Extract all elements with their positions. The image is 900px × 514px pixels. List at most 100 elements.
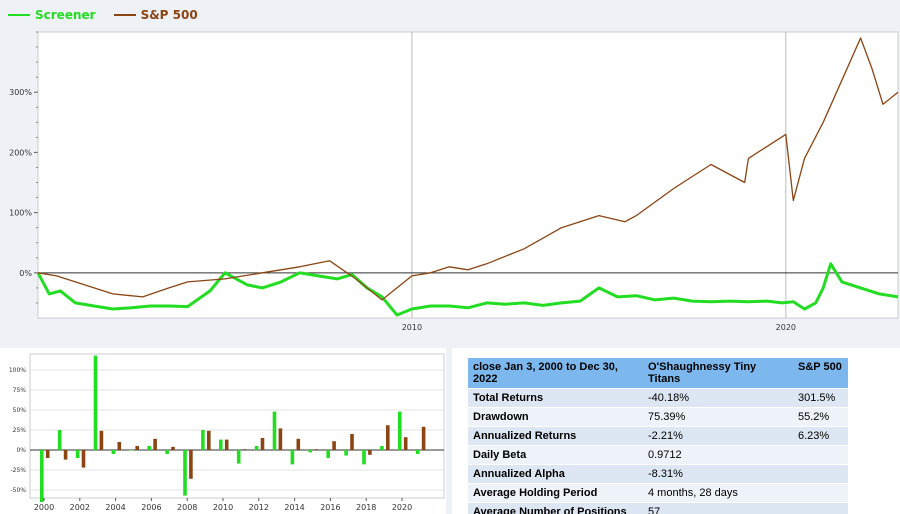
bar-x-tick-label-8: 2016: [320, 503, 340, 512]
bar-y-tick-label-0: 100%: [9, 367, 26, 374]
bar-sp500-2016: [332, 441, 336, 450]
bar-y-tick-label-2: 50%: [13, 407, 27, 414]
bar-sp500-2013: [278, 428, 283, 450]
bar-sp500-2020: [403, 437, 408, 450]
bar-screener-2020: [398, 411, 402, 450]
series-line-sp500: [37, 37, 899, 301]
stats-header-period: close Jan 3, 2000 to Dec 30, 2022: [468, 358, 643, 389]
bar-y-tick-label-4: 0%: [16, 447, 26, 454]
bar-screener-2012: [254, 446, 259, 450]
stats-cell-screener: -8.31%: [643, 464, 793, 484]
bar-screener-2014: [290, 450, 295, 465]
y-tick-label-2: 200%: [9, 148, 32, 157]
x-tick-label-1: 2020: [776, 323, 796, 332]
bar-x-tick-label-1: 2002: [70, 503, 90, 512]
bar-sp500-2012: [260, 438, 265, 450]
stats-cell-label: Average Holding Period: [468, 483, 643, 503]
bar-sp500-2007: [171, 446, 175, 450]
bar-screener-2018: [362, 450, 366, 465]
bar-sp500-2001: [63, 450, 68, 460]
bar-sp500-2009: [207, 430, 211, 450]
stats-header-screener: O'Shaughnessy Tiny Titans: [643, 358, 793, 389]
bar-screener-2010: [219, 439, 223, 450]
stats-header-row: close Jan 3, 2000 to Dec 30, 2022 O'Shau…: [468, 358, 848, 389]
legend-item-sp500[interactable]: S&P 500: [113, 8, 198, 22]
stats-row: Annualized Returns -2.21% 6.23%: [468, 426, 848, 446]
bar-screener-2021: [415, 450, 420, 454]
stats-cell-sp: 6.23%: [793, 426, 848, 446]
y-tick-label-1: 100%: [9, 209, 32, 218]
bar-sp500-2005: [135, 446, 139, 450]
stats-row: Daily Beta 0.9712: [468, 445, 848, 465]
bar-screener-2004: [111, 450, 116, 454]
stats-cell-screener: -40.18%: [643, 388, 793, 408]
legend-swatch-screener: [8, 14, 30, 16]
legend-label-screener: Screener: [35, 8, 96, 22]
stats-cell-label: Annualized Alpha: [468, 464, 643, 484]
stats-cell-sp: 55.2%: [793, 407, 848, 427]
legend-label-sp500: S&P 500: [140, 8, 198, 22]
bar-screener-2011: [236, 450, 241, 464]
stats-row: Annualized Alpha -8.31%: [468, 464, 848, 484]
bar-screener-2019: [380, 446, 384, 450]
chart-legend: Screener S&P 500: [0, 0, 900, 30]
stats-header-sp500: S&P 500: [793, 358, 848, 389]
bar-sp500-2021: [421, 426, 426, 450]
bar-x-tick-label-5: 2010: [213, 503, 233, 512]
bar-x-tick-label-10: 2020: [392, 503, 412, 512]
legend-item-screener[interactable]: Screener: [8, 8, 96, 22]
stats-cell-sp: [793, 445, 848, 465]
bar-y-tick-label-6: -50%: [10, 487, 26, 494]
bar-y-tick-label-5: -25%: [10, 467, 26, 474]
bar-y-tick-label-1: 75%: [13, 387, 27, 394]
bar-sp500-2017: [350, 434, 354, 450]
stats-cell-screener: 75.39%: [643, 407, 793, 427]
main-plot-area: [37, 31, 899, 319]
bar-sp500-2002: [81, 450, 86, 468]
cumulative-returns-chart: 0% 100% 200% 300% 2010 2020: [0, 30, 900, 348]
bar-screener-2000: [40, 450, 44, 502]
stats-table: close Jan 3, 2000 to Dec 30, 2022 O'Shau…: [468, 358, 848, 514]
stats-cell-label: Daily Beta: [468, 445, 643, 465]
stats-cell-label: Drawdown: [468, 407, 643, 427]
bar-screener-2009: [201, 430, 205, 450]
stats-cell-sp: 301.5%: [793, 388, 848, 408]
bar-sp500-2019: [386, 425, 390, 450]
stats-row: Average Holding Period 4 months, 28 days: [468, 483, 848, 503]
bar-sp500-2010: [224, 439, 229, 450]
bar-screener-2017: [344, 450, 348, 456]
bar-x-tick-label-0: 2000: [34, 503, 54, 512]
stats-cell-label: Annualized Returns: [468, 426, 643, 446]
bar-x-tick-label-6: 2012: [249, 503, 269, 512]
bar-screener-2001: [57, 430, 62, 450]
bar-x-tick-label-3: 2006: [141, 503, 161, 512]
bar-screener-2013: [272, 411, 277, 450]
stats-cell-label: Total Returns: [468, 388, 643, 408]
stats-row: Average Number of Positions 57: [468, 502, 848, 514]
bar-sp500-2018: [368, 450, 372, 455]
stats-cell-sp: [793, 464, 848, 484]
bar-screener-2015: [308, 450, 313, 453]
bar-screener-2002: [75, 450, 80, 458]
stats-panel: close Jan 3, 2000 to Dec 30, 2022 O'Shau…: [452, 348, 900, 514]
stats-row: Drawdown 75.39% 55.2%: [468, 407, 848, 427]
bar-sp500-2006: [153, 438, 157, 450]
bar-y-tick-label-3: 25%: [13, 427, 27, 434]
stats-cell-sp: [793, 502, 848, 514]
bar-screener-2005: [129, 450, 134, 451]
stats-row: Total Returns -40.18% 301.5%: [468, 388, 848, 408]
stats-cell-screener: 57: [643, 502, 793, 514]
bar-x-tick-label-2: 2004: [105, 503, 125, 512]
stats-cell-label: Average Number of Positions: [468, 502, 643, 514]
y-tick-label-3: 300%: [9, 88, 32, 97]
stats-cell-screener: -2.21%: [643, 426, 793, 446]
bar-x-tick-label-9: 2018: [356, 503, 376, 512]
bar-screener-2007: [165, 450, 169, 454]
bar-sp500-2004: [117, 442, 122, 450]
stats-cell-screener: 4 months, 28 days: [643, 483, 793, 503]
annual-returns-bar-chart: 100% 75% 50% 25% 0% -25% -50% 2000 2002 2004 2006 2…: [0, 348, 446, 514]
bar-sp500-2014: [296, 438, 301, 450]
bar-sp500-2000: [45, 450, 50, 458]
bar-x-tick-label-4: 2008: [177, 503, 197, 512]
series-line-screener: [36, 262, 899, 317]
